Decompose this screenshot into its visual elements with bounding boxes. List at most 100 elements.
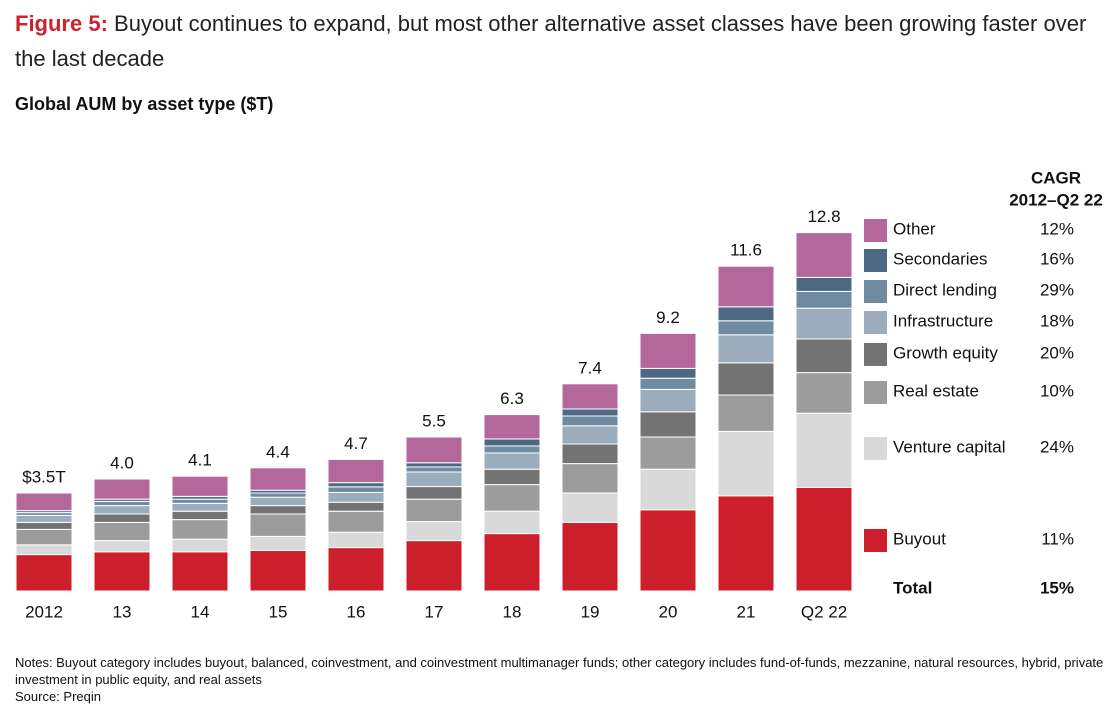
notes-block: Notes: Buyout category includes buyout, … [15, 654, 1105, 705]
total-label: 4.7 [344, 434, 368, 453]
bar-segment [327, 510, 385, 533]
bar-segment [15, 514, 73, 523]
bar-segment [93, 551, 151, 592]
bar-segment [405, 462, 463, 468]
total-label: 7.4 [578, 358, 602, 377]
x-tick-label: 19 [581, 602, 600, 621]
total-name: Total [893, 578, 932, 597]
bar-segment [639, 377, 697, 390]
bar-segment [639, 367, 697, 379]
x-tick-label: 15 [269, 602, 288, 621]
x-tick-label: 13 [113, 602, 132, 621]
bar-segment [483, 438, 541, 447]
bar-segment [405, 436, 463, 464]
bar-segment [249, 505, 307, 515]
source: Source: Preqin [15, 689, 101, 704]
bar-segment [171, 502, 229, 512]
x-tick-label: 17 [425, 602, 444, 621]
bar-segment [249, 496, 307, 507]
figure-label: Figure 5: [15, 11, 108, 36]
total-label: 6.3 [500, 389, 524, 408]
bar-segment [483, 414, 541, 440]
bar-segment [561, 383, 619, 410]
bar-segment [327, 491, 385, 503]
total-label: 11.6 [730, 241, 762, 260]
title: Figure 5: Buyout continues to expand, bu… [15, 6, 1105, 76]
bar-segment [249, 467, 307, 491]
cagr-header: 2012–Q2 22 [1009, 190, 1103, 209]
bar-segment [15, 492, 73, 512]
bar-segment [405, 471, 463, 488]
cagr-value: 20% [1040, 343, 1074, 362]
bar-segment [93, 521, 151, 542]
bar-segment [639, 509, 697, 592]
bar-segment [249, 549, 307, 592]
bar-segment [717, 334, 775, 364]
total-label: 9.2 [656, 308, 680, 327]
bar-segment [561, 415, 619, 427]
bar-segment [405, 540, 463, 592]
x-tick-label: 18 [503, 602, 522, 621]
bar-segment [327, 531, 385, 549]
legend-swatch [864, 437, 887, 460]
bar-segment [639, 411, 697, 438]
cagr-value: 10% [1040, 381, 1074, 400]
x-tick-label: 21 [737, 602, 756, 621]
legend-label: Real estate [893, 381, 979, 400]
total-label: 4.1 [188, 451, 212, 470]
bar-segment [717, 306, 775, 322]
legend-label: Other [893, 219, 936, 238]
bar-segment [405, 498, 463, 523]
x-tick-label: 20 [659, 602, 678, 621]
bar-segment [561, 443, 619, 465]
bar-segment [561, 463, 619, 494]
legend-label: Venture capital [893, 437, 1005, 456]
legend-swatch [864, 311, 887, 334]
notes: Notes: Buyout category includes buyout, … [15, 655, 1104, 687]
legend-label: Buyout [893, 529, 946, 548]
cagr-value: 18% [1040, 311, 1074, 330]
total-label: 12.8 [807, 207, 840, 226]
bar-segment [15, 521, 73, 530]
bar-segment [15, 554, 73, 592]
bar-segment [249, 513, 307, 537]
total-cagr: 15% [1040, 578, 1074, 597]
cagr-value: 12% [1040, 219, 1074, 238]
bar-segment [93, 505, 151, 515]
bar-segment [93, 478, 151, 500]
total-label: 4.4 [266, 442, 290, 461]
bar-segment [795, 276, 853, 292]
bar-segment [249, 535, 307, 551]
bar-segment [405, 521, 463, 542]
cagr-header: CAGR [1031, 168, 1081, 187]
total-label: $3.5T [22, 467, 65, 486]
bar-segment [327, 501, 385, 512]
bar-segment [327, 486, 385, 493]
bar-segment [561, 425, 619, 445]
legend-swatch [864, 343, 887, 366]
bar-segment [483, 510, 541, 535]
bar-segment [795, 338, 853, 374]
cagr-value: 16% [1040, 249, 1074, 268]
bar-segment [171, 498, 229, 504]
bar-segment [483, 452, 541, 470]
bar-segment [717, 320, 775, 336]
bar-segment [795, 307, 853, 340]
bar-segment [483, 445, 541, 454]
total-label: 4.0 [110, 453, 134, 472]
bar-segment [561, 521, 619, 592]
bar-segment [249, 492, 307, 498]
bar-segment [483, 468, 541, 486]
bar-segment [639, 468, 697, 511]
bar-segment [171, 475, 229, 497]
legend-swatch [864, 280, 887, 303]
bar-segment [171, 538, 229, 553]
bar-segment [483, 533, 541, 592]
bar-segment [795, 232, 853, 278]
bar-segment [639, 388, 697, 413]
subtitle: Global AUM by asset type ($T) [15, 94, 274, 114]
bar-segment [561, 492, 619, 523]
x-tick-label: 14 [191, 602, 210, 621]
legend-swatch [864, 381, 887, 404]
legend-swatch [864, 219, 887, 242]
